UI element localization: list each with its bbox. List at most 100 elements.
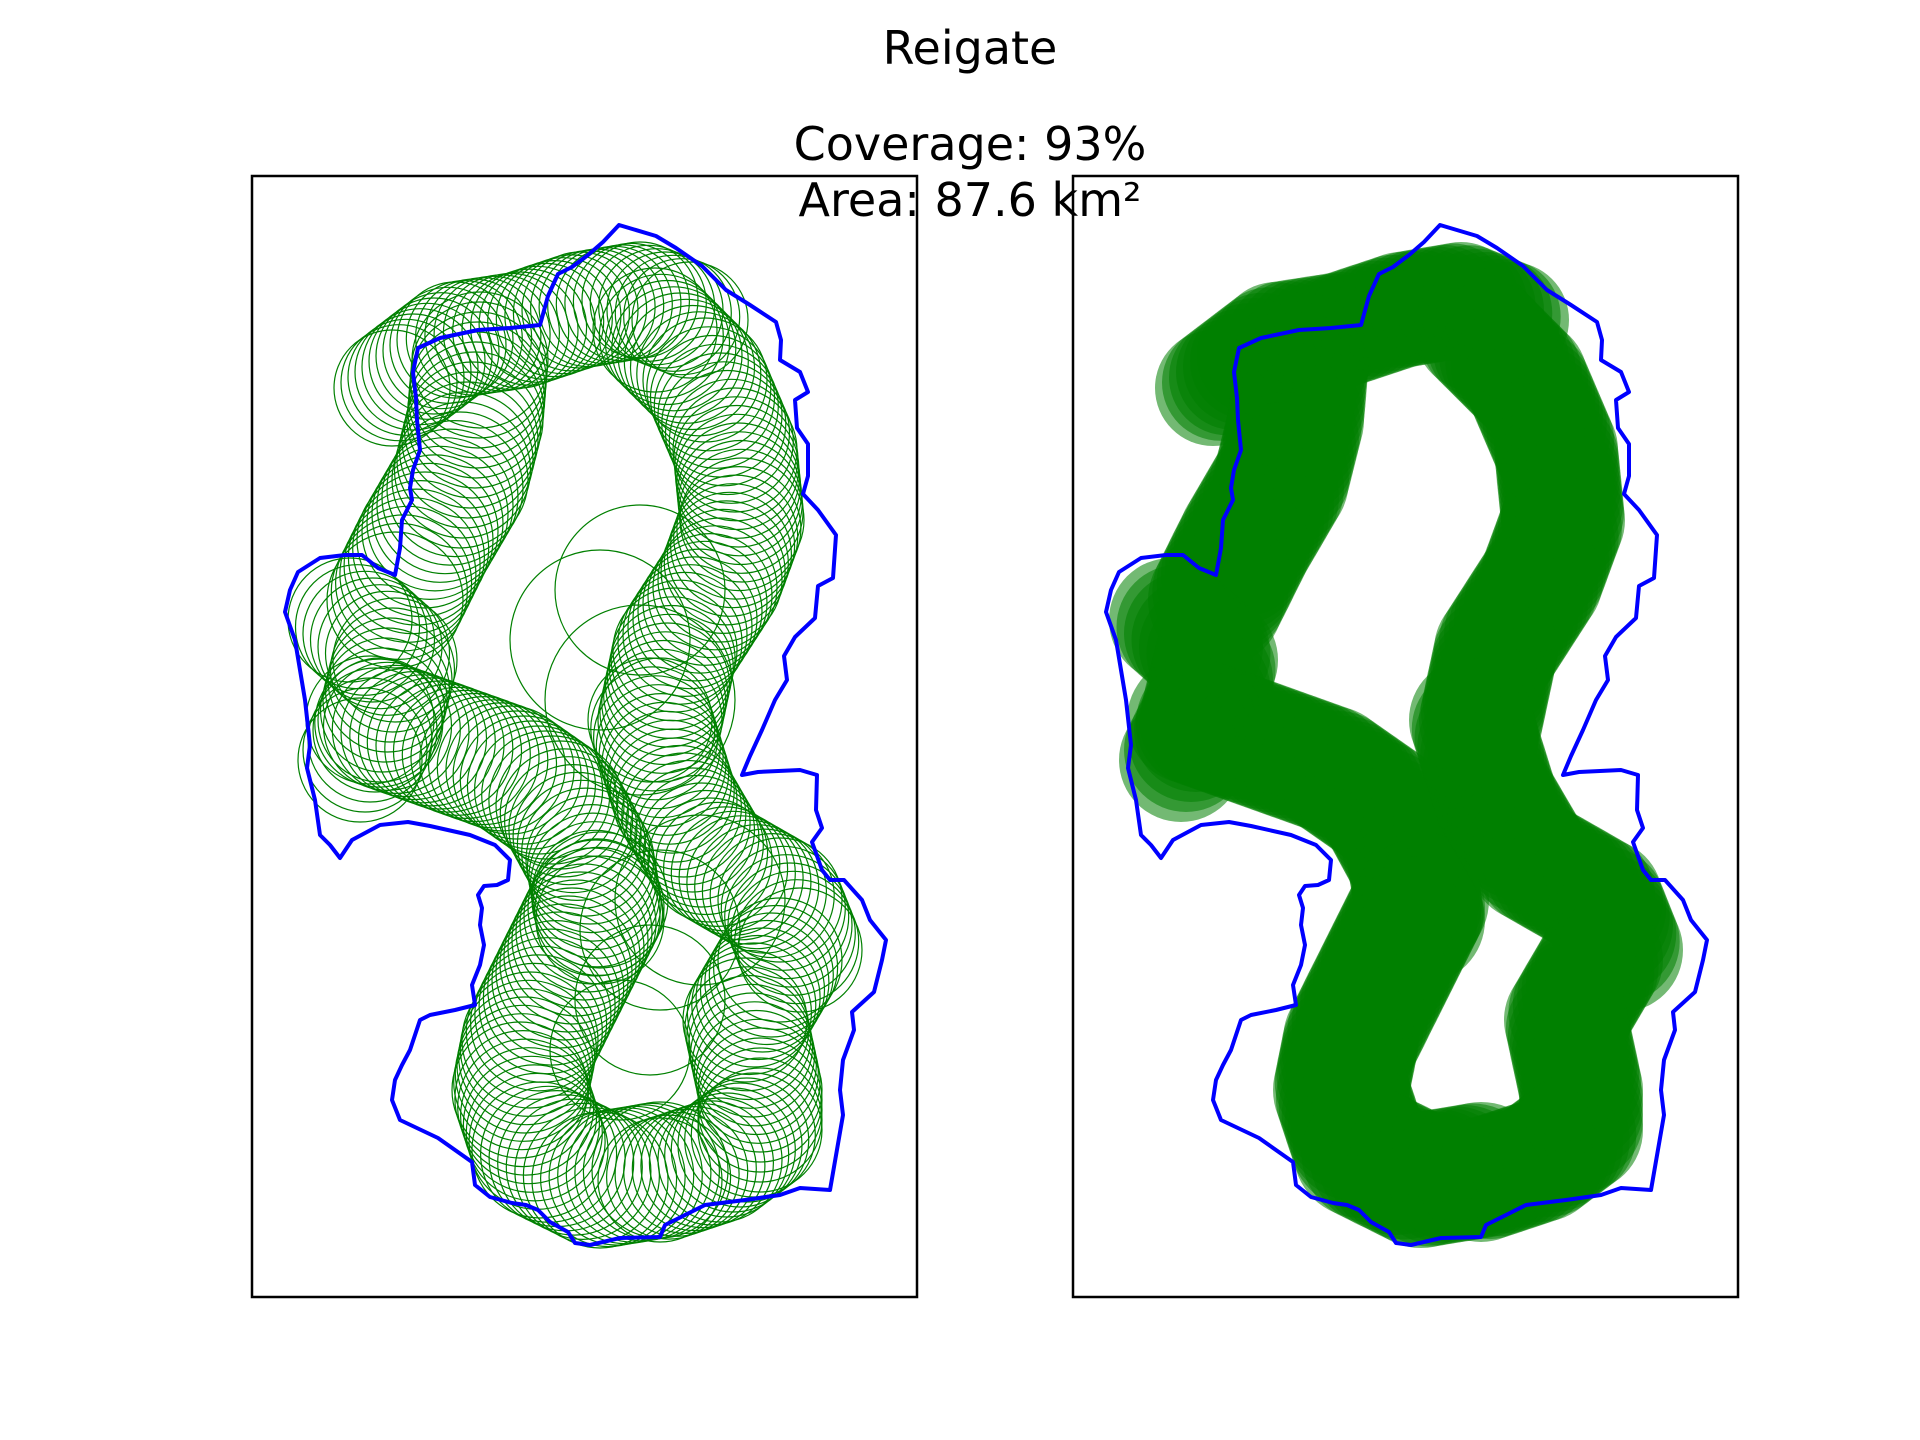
coverage-circle <box>312 667 438 793</box>
coverage-circle <box>601 639 727 766</box>
coverage-circle <box>361 462 499 601</box>
coverage-circle <box>631 1105 757 1232</box>
coverage-circle <box>324 590 451 716</box>
coverage-circle <box>381 428 519 566</box>
coverage-circle <box>664 369 791 496</box>
coverage-circle <box>471 1081 609 1219</box>
coverage-circle <box>382 292 500 410</box>
coverage-circle <box>401 371 539 509</box>
coverage-circle <box>697 1067 823 1193</box>
coverage-circle <box>515 863 653 1001</box>
figure-title: Reigate <box>883 21 1058 75</box>
coverage-circle <box>647 532 773 659</box>
coverage-circle <box>519 855 657 993</box>
coverage-circle <box>627 564 753 690</box>
coverage-circle <box>297 697 423 823</box>
coverage-circle <box>614 254 732 372</box>
coverage-circle <box>611 286 737 412</box>
coverage-circle <box>352 479 490 618</box>
coverage-circle <box>371 445 509 583</box>
coverage-circle <box>507 879 645 1017</box>
coverage-circle <box>511 871 649 1009</box>
coverage-circle <box>549 979 691 1121</box>
coverage-circle <box>697 1047 823 1173</box>
coverage-circle <box>495 903 633 1041</box>
coverage-circles-right <box>1109 242 1683 1248</box>
coverage-circle <box>709 832 835 959</box>
coverage-circle <box>617 292 743 418</box>
coverage-circle <box>695 1018 821 1144</box>
coverage-circle <box>462 1055 601 1193</box>
coverage-circle <box>686 819 812 945</box>
coverage-circle <box>366 677 496 807</box>
coverage-circle <box>445 705 575 835</box>
coverage-label: Coverage: 93% <box>794 117 1147 171</box>
coverage-circle <box>302 570 428 696</box>
coverage-circle <box>623 1108 749 1235</box>
coverage-circle <box>694 824 820 950</box>
coverage-circle <box>697 1057 823 1183</box>
coverage-circle <box>469 954 608 1092</box>
coverage-circle <box>1419 1118 1543 1242</box>
coverage-circle <box>697 1027 823 1153</box>
coverage-circle <box>453 1013 591 1151</box>
coverage-circle <box>701 828 828 954</box>
coverage-circle <box>657 1097 783 1223</box>
coverage-circle <box>642 540 768 666</box>
coverage-circle <box>629 304 756 431</box>
coverage-circle <box>621 752 747 878</box>
coverage-circle <box>384 683 514 813</box>
coverage-circle <box>623 258 741 376</box>
coverage-circle <box>592 267 718 393</box>
coverage-circle <box>532 838 662 968</box>
coverage-circle <box>631 261 749 379</box>
coverage-circle <box>451 1021 589 1159</box>
coverage-circle <box>677 1082 803 1208</box>
coverage-circle <box>427 699 558 829</box>
coverage-circle <box>356 471 494 609</box>
coverage-circle <box>669 483 796 609</box>
coverage-circle <box>521 787 651 917</box>
coverage-circle <box>717 897 843 1023</box>
coverage-circle <box>640 1103 766 1229</box>
coverage-circle <box>505 1098 643 1236</box>
coverage-circle <box>525 795 655 925</box>
coverage-circle <box>401 689 531 820</box>
coverage-circle <box>614 814 786 986</box>
coverage-circle <box>574 1104 712 1242</box>
coverage-circle <box>648 1100 775 1226</box>
coverage-circle <box>516 779 647 909</box>
coverage-circle <box>539 1109 678 1248</box>
coverage-circle <box>512 771 642 902</box>
coverage-circle <box>597 1117 723 1243</box>
coverage-circle <box>679 457 805 583</box>
coverage-circle <box>604 279 731 406</box>
coverage-circle <box>487 919 625 1058</box>
coverage-circle <box>544 604 736 796</box>
coverage-circle <box>589 244 707 362</box>
coverage-circle <box>623 298 749 424</box>
coverage-circle <box>598 248 716 366</box>
coverage-circle <box>375 297 493 415</box>
coverage-circle <box>642 789 769 916</box>
coverage-circle <box>727 862 853 988</box>
coverage-circle <box>579 849 741 1011</box>
coverage-circle <box>509 549 691 731</box>
coverage-circle <box>454 1004 592 1142</box>
coverage-circle <box>488 735 618 865</box>
coverage-circle <box>503 756 634 886</box>
coverage-circle <box>557 1107 695 1245</box>
coverage-circle <box>452 272 570 390</box>
coverage-circle <box>625 759 751 886</box>
coverage-circle <box>376 437 514 575</box>
borough-boundary-right <box>1104 223 1709 1247</box>
coverage-circle <box>565 1105 703 1243</box>
coverage-circle <box>531 831 669 969</box>
coverage-circle <box>531 1111 669 1249</box>
coverage-circle <box>375 680 505 810</box>
coverage-circle <box>663 500 789 626</box>
borough-boundary-left <box>283 223 888 1247</box>
coverage-circle <box>691 942 817 1068</box>
coverage-circle <box>548 1108 686 1246</box>
